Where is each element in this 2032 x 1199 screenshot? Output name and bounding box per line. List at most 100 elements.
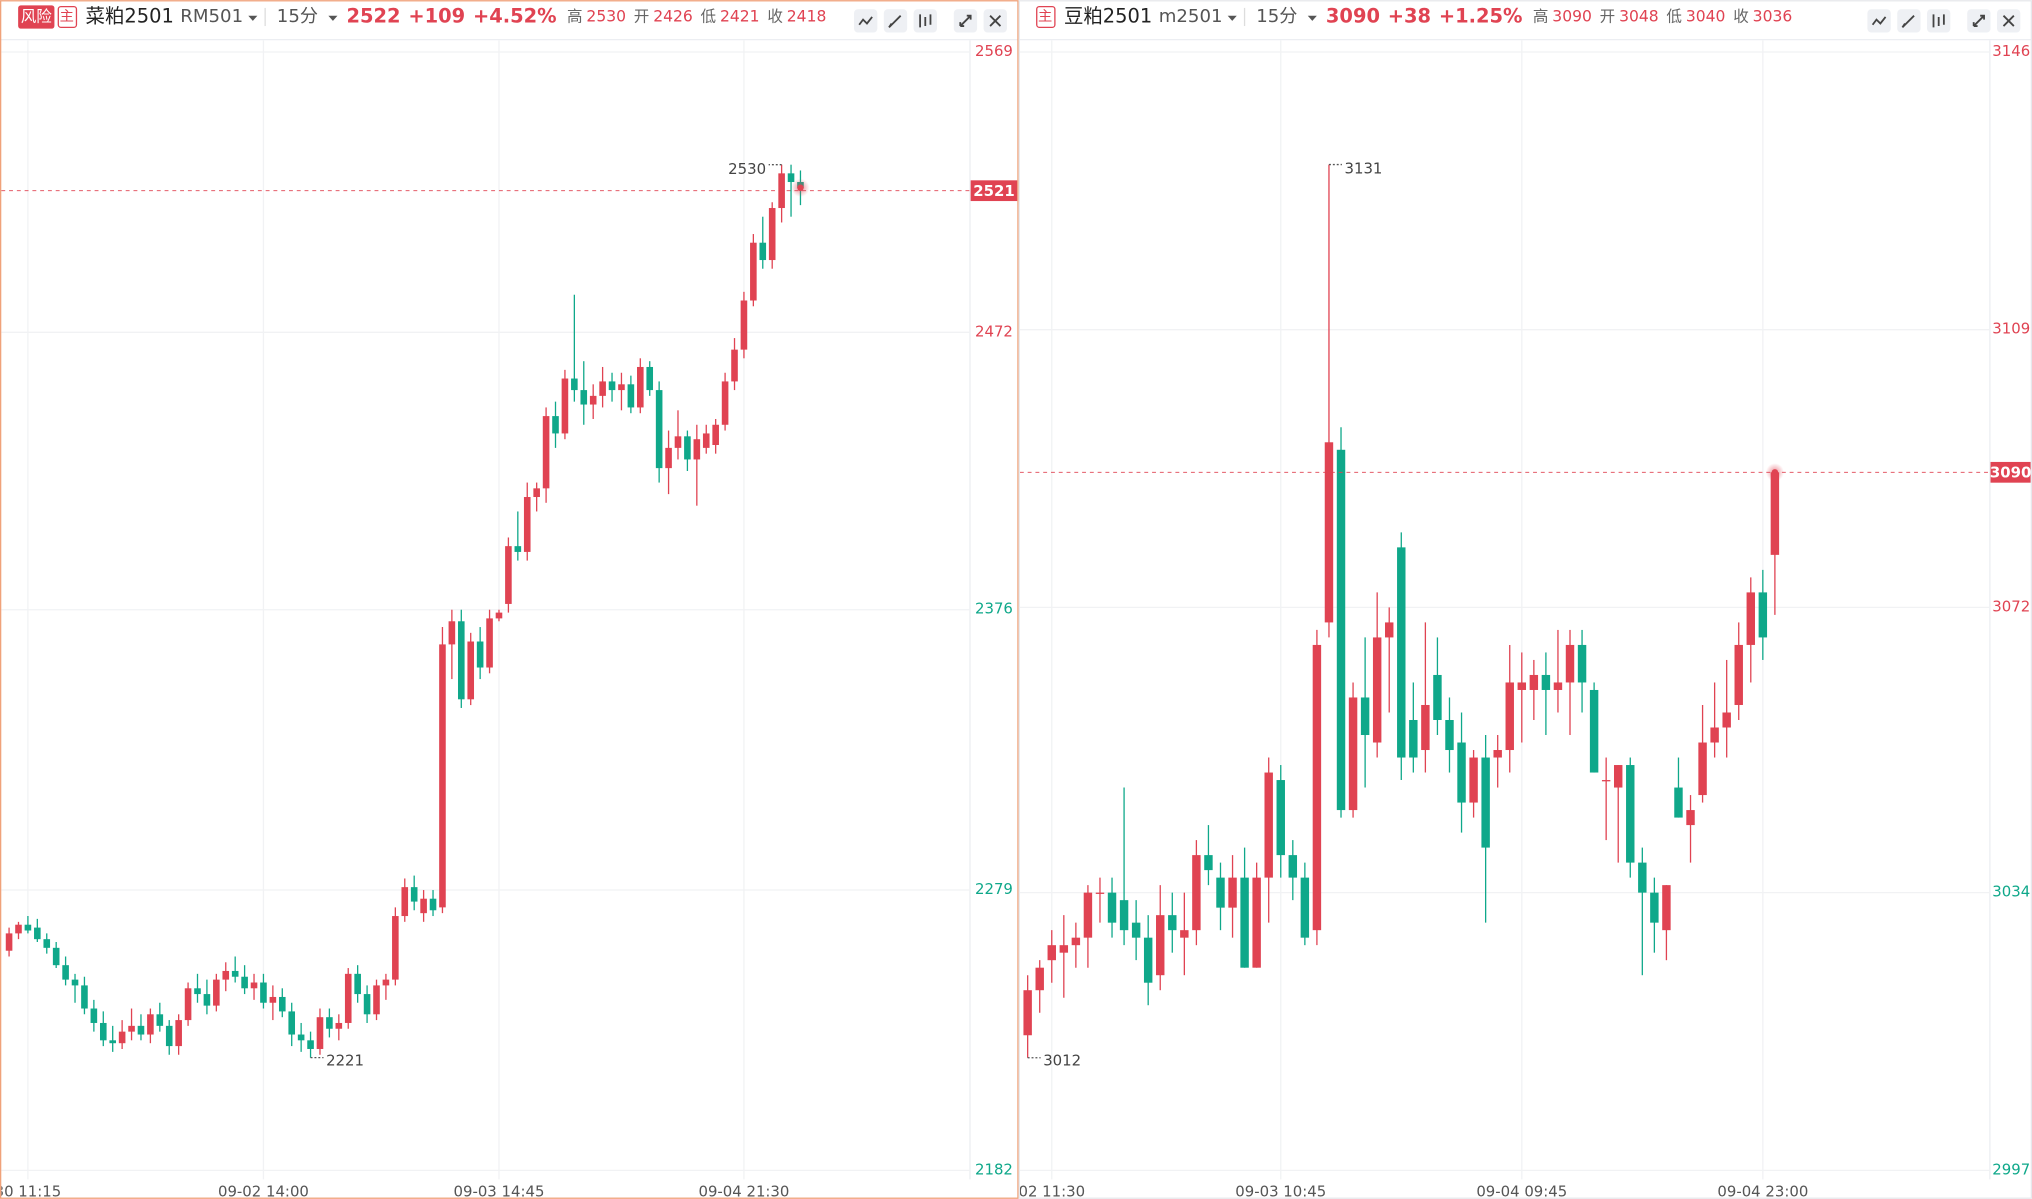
candle-body <box>486 618 493 668</box>
stat-value: 2530 <box>586 7 626 25</box>
price-change-pct: +1.25% <box>1439 4 1523 27</box>
dropdown-caret[interactable] <box>248 15 258 21</box>
candle-body <box>1433 674 1442 720</box>
plot-area: 30 11:15 09-02 14:00 09-03 14:45 09-04 21:3… <box>1 40 970 1198</box>
stat-value: 3048 <box>1619 7 1659 25</box>
candle-body <box>24 924 32 931</box>
candle-body <box>354 973 361 995</box>
candle-body <box>1589 689 1599 773</box>
candle-body <box>1360 697 1370 736</box>
toolbar-button[interactable] <box>1867 9 1891 33</box>
y-tick-label: 2279 <box>975 880 1013 898</box>
panel-border[interactable] <box>1018 0 2032 1199</box>
candle-body <box>1023 990 1032 1036</box>
candle-body <box>655 390 663 469</box>
candle-body <box>1047 945 1056 961</box>
candle-body <box>1131 922 1141 938</box>
main-badge <box>57 5 78 28</box>
candle-body <box>552 416 559 434</box>
candle-body <box>1565 644 1575 683</box>
candle-body <box>1228 877 1237 908</box>
instrument-name: 豆粕2501 <box>1064 4 1152 27</box>
toolbar-button[interactable] <box>983 9 1007 33</box>
button-icon <box>858 16 873 26</box>
candle-body <box>1143 937 1153 983</box>
x-tick-label: 09-04 23:00 <box>1717 1182 1808 1199</box>
candle-body <box>750 242 757 301</box>
candle-body <box>1385 622 1394 638</box>
stat-label: 开 <box>1600 7 1616 25</box>
candle-body <box>1734 644 1743 705</box>
candle-body <box>335 1022 343 1029</box>
candle-body <box>278 996 286 1012</box>
candle-body <box>1481 757 1490 848</box>
candle-body <box>731 349 738 382</box>
candle-body <box>702 433 710 448</box>
candle-body <box>1095 892 1105 894</box>
dropdown-caret[interactable] <box>1227 15 1237 21</box>
stat-label: 收 <box>767 7 783 25</box>
interval-caret[interactable] <box>328 15 338 21</box>
candle-body <box>787 173 795 183</box>
candle-body <box>1686 810 1695 826</box>
candle-body <box>222 970 230 980</box>
annotation-label: 3131 <box>1345 160 1383 178</box>
last-price-tag-label: 3090 <box>1990 464 2031 482</box>
candle-body <box>52 947 60 966</box>
candle-body <box>410 887 418 902</box>
candle-body <box>1650 892 1659 923</box>
risk-tag: 风险 <box>21 7 53 25</box>
toolbar-button[interactable] <box>1897 9 1921 33</box>
candle-body <box>1035 967 1044 991</box>
candle-body <box>128 1025 135 1032</box>
candle-body <box>646 366 654 391</box>
candle-body <box>99 1022 107 1041</box>
button-icon <box>959 14 972 27</box>
candle-body <box>71 979 79 986</box>
candle-body <box>1613 765 1623 788</box>
candle-body <box>175 1020 182 1047</box>
stat-label: 高 <box>1533 7 1549 25</box>
candle-body <box>684 436 691 460</box>
candle-body <box>260 982 267 1003</box>
annotation-label: 2221 <box>326 1052 364 1070</box>
candle-body <box>1264 772 1273 878</box>
stat-value: 2418 <box>787 7 827 25</box>
toolbar-button[interactable] <box>913 9 937 33</box>
candle-body <box>627 384 635 408</box>
chart-panel: 02 11:30 09-03 10:45 09-04 09:45 09-04 23:0… <box>1018 0 2032 1199</box>
candle-body <box>194 988 201 995</box>
candle-body <box>297 1034 305 1041</box>
candle-body <box>231 970 239 977</box>
candle-body <box>439 644 446 908</box>
candle-body <box>15 924 22 934</box>
candle-body <box>674 436 682 448</box>
toolbar-button[interactable] <box>1927 9 1951 33</box>
button-bg <box>1867 9 1891 33</box>
candle-body <box>495 612 503 619</box>
toolbar-button[interactable] <box>1967 9 1991 33</box>
toolbar-button[interactable] <box>1997 9 2021 33</box>
panel-border[interactable] <box>0 0 1019 1199</box>
candle-body <box>203 994 211 1006</box>
last-price-tag <box>970 180 1018 202</box>
last-price-dot <box>797 184 804 192</box>
chart-panel: 30 11:15 09-02 14:00 09-03 14:45 09-04 21:3… <box>0 0 1019 1199</box>
candle-body <box>561 378 569 434</box>
candle-body <box>1180 930 1189 938</box>
toolbar-button[interactable] <box>953 9 978 33</box>
candle-body <box>665 447 672 469</box>
interval-caret[interactable] <box>1307 15 1317 21</box>
toolbar-button[interactable] <box>883 9 908 33</box>
stat-label: 高 <box>567 7 583 25</box>
stat-label: 开 <box>634 7 650 25</box>
candle-body <box>1216 877 1225 908</box>
candle-body <box>505 546 512 604</box>
candle-body <box>34 927 41 940</box>
price-change-pct: +4.52% <box>473 4 557 27</box>
toolbar-button[interactable] <box>854 9 878 33</box>
candle-body <box>1710 727 1719 743</box>
candle-body <box>316 1017 324 1049</box>
candle-body <box>1276 780 1285 856</box>
